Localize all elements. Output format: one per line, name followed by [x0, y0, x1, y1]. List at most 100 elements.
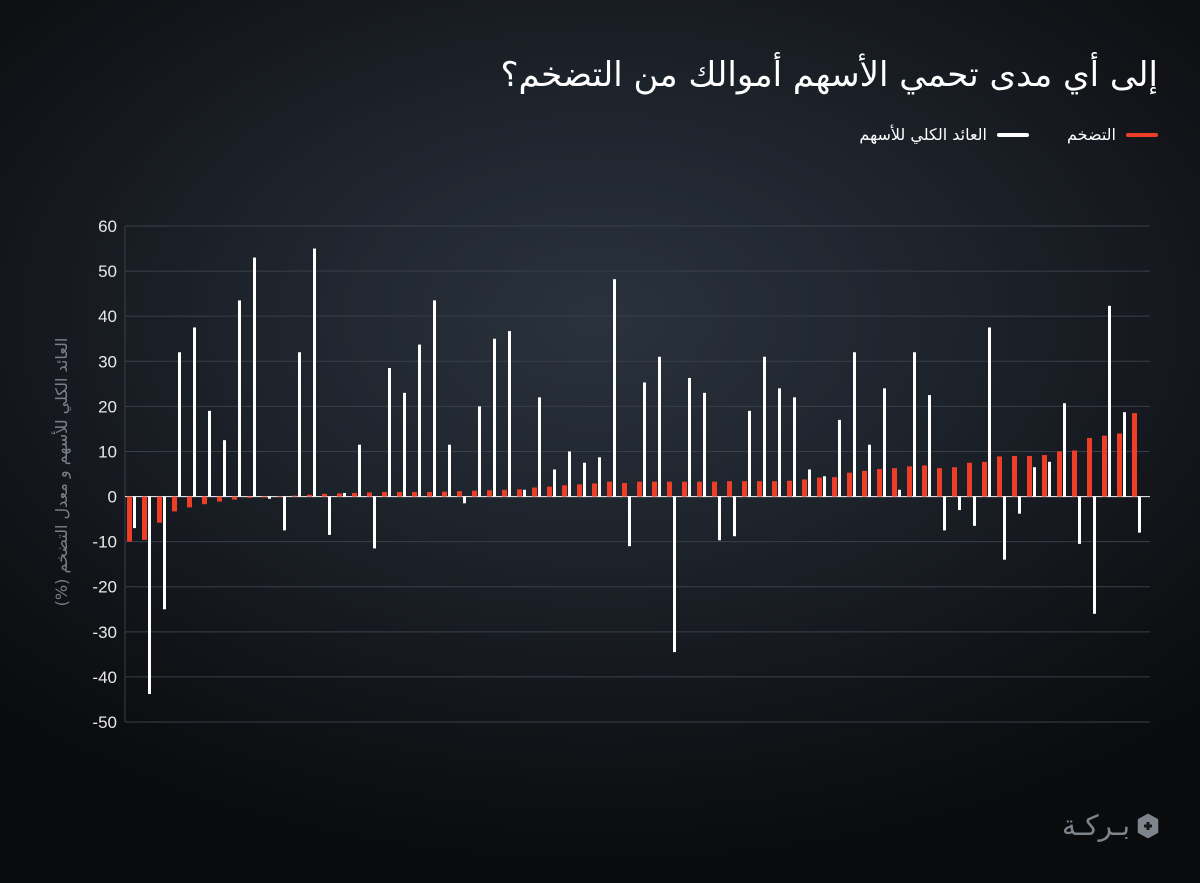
- inflation-bar: [232, 496, 237, 500]
- stock-return-bar: [193, 327, 196, 497]
- y-tick-label: 50: [98, 262, 117, 281]
- y-tick-label: 60: [98, 217, 117, 236]
- inflation-bar: [202, 496, 207, 505]
- stock-return-bar: [463, 496, 466, 504]
- inflation-bar: [577, 484, 582, 497]
- stock-return-bar: [838, 419, 841, 497]
- inflation-bar: [412, 492, 417, 497]
- inflation-bar: [397, 492, 402, 497]
- y-tick-label: -30: [92, 623, 117, 642]
- inflation-bar: [1132, 413, 1137, 497]
- inflation-bar: [907, 466, 912, 497]
- stock-return-bar: [178, 352, 181, 497]
- stock-return-bar: [508, 331, 511, 497]
- grid-layer: [124, 225, 1150, 723]
- inflation-bar: [697, 481, 702, 497]
- stock-return-bar: [298, 352, 301, 497]
- stock-return-bar: [613, 279, 616, 497]
- inflation-bar: [922, 465, 927, 497]
- stock-return-bar: [133, 496, 136, 529]
- stock-return-bar: [1123, 412, 1126, 497]
- inflation-bar: [1042, 455, 1047, 497]
- inflation-bar: [1057, 451, 1062, 497]
- stock-return-bar: [883, 388, 886, 497]
- inflation-bar: [337, 493, 342, 497]
- inflation-bar: [637, 481, 642, 497]
- stock-return-bar: [913, 352, 916, 497]
- stock-return-bar: [388, 368, 391, 497]
- inflation-bar: [1117, 433, 1122, 497]
- stock-return-bar: [1018, 496, 1021, 514]
- stock-return-bar: [898, 489, 901, 497]
- stock-return-bar: [733, 496, 736, 537]
- inflation-bar: [982, 461, 987, 497]
- inflation-bar: [862, 470, 867, 497]
- inflation-bar: [832, 477, 837, 497]
- stock-return-bar: [928, 395, 931, 497]
- chart-title: إلى أي مدى تحمي الأسهم أموالك من التضخم؟: [500, 55, 1158, 95]
- bars: [127, 248, 1141, 695]
- stock-return-bar: [808, 469, 811, 497]
- stock-return-bar: [418, 344, 421, 497]
- stock-return-bar: [148, 496, 151, 695]
- inflation-bar: [682, 481, 687, 497]
- inflation-bar: [382, 492, 387, 497]
- inflation-bar: [217, 496, 222, 502]
- inflation-bar: [532, 487, 537, 497]
- stock-return-bar: [793, 397, 796, 497]
- stock-return-bar: [223, 440, 226, 497]
- inflation-bar: [352, 492, 357, 497]
- y-tick-label: 20: [98, 397, 117, 416]
- stock-return-bar: [373, 496, 376, 549]
- stock-return-bar: [868, 444, 871, 497]
- inflation-bar: [142, 496, 147, 540]
- stock-return-bar: [1003, 496, 1006, 560]
- stock-return-bar: [718, 496, 721, 541]
- stock-return-bar: [493, 338, 496, 497]
- inflation-bar: [247, 496, 252, 498]
- inflation-bar: [322, 493, 327, 497]
- stock-return-bar: [358, 444, 361, 497]
- stock-return-bar: [1078, 496, 1081, 544]
- stock-return-bar: [748, 410, 751, 497]
- inflation-bar: [652, 481, 657, 497]
- stock-return-bar: [523, 489, 526, 497]
- y-tick-label: -40: [92, 668, 117, 687]
- inflation-bar: [1072, 450, 1077, 497]
- legend-item-inflation: التضخم: [1067, 123, 1158, 147]
- legend-item-stock-return: العائد الكلي للأسهم: [859, 123, 1029, 147]
- inflation-bar: [517, 489, 522, 497]
- legend: التضخم العائد الكلي للأسهم: [859, 123, 1158, 147]
- inflation-bar: [547, 486, 552, 497]
- stock-return-bar: [478, 406, 481, 497]
- stock-return-bar: [343, 492, 346, 497]
- brand-logo: بـركـة: [1062, 808, 1160, 844]
- stock-return-bar: [643, 382, 646, 497]
- y-tick-label: -20: [92, 578, 117, 597]
- y-tick-label: 10: [98, 442, 117, 461]
- stock-return-bar: [958, 496, 961, 511]
- stock-return-bar: [313, 248, 316, 497]
- legend-label-stock-return: العائد الكلي للأسهم: [859, 125, 987, 144]
- inflation-bar: [1102, 435, 1107, 497]
- stock-return-bar: [988, 327, 991, 497]
- y-tick-label: 40: [98, 307, 117, 326]
- stock-return-bar: [448, 444, 451, 497]
- inflation-bar: [937, 468, 942, 497]
- stock-return-bar: [658, 356, 661, 497]
- inflation-bar: [127, 496, 132, 542]
- y-tick-label: 30: [98, 352, 117, 371]
- stock-return-bar: [778, 388, 781, 497]
- inflation-bar: [817, 477, 822, 497]
- inflation-bar: [847, 472, 852, 497]
- inflation-bar: [427, 492, 432, 497]
- y-tick-label: -10: [92, 533, 117, 552]
- y-tick-label: 0: [108, 488, 117, 507]
- inflation-bar: [727, 481, 732, 497]
- inflation-bar: [967, 462, 972, 497]
- inflation-bar: [997, 456, 1002, 497]
- stock-return-bar: [328, 496, 331, 535]
- stock-return-bar: [238, 300, 241, 497]
- inflation-bar: [667, 481, 672, 497]
